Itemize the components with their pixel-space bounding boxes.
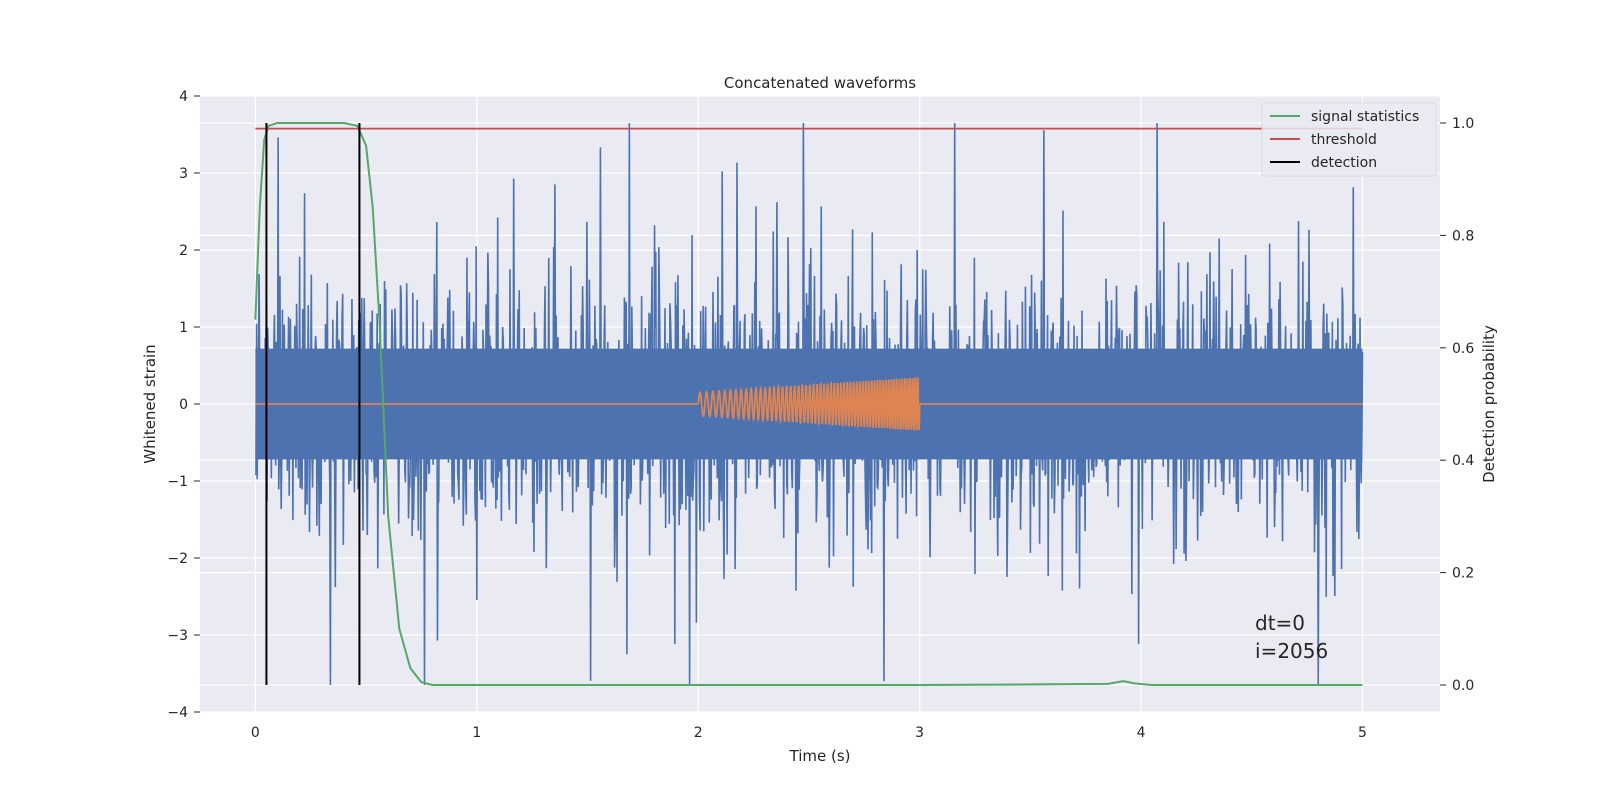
y-tick-label: 1 [179,320,188,336]
y-axis-label: Whitened strain [141,344,159,463]
y-tick-label: −2 [167,551,188,567]
statistics-series [254,121,1363,687]
signal-series [255,377,1363,431]
legend-box [1261,102,1437,177]
chart-title: Concatenated waveforms [724,74,916,92]
y-tick-label: 0 [179,397,188,413]
y2-tick-label: 0.0 [1452,678,1474,694]
x-tick-label: 1 [472,725,481,741]
y-tick-label: −1 [167,474,188,490]
y-tick-label: −3 [167,628,188,644]
y-tick-label: −4 [167,705,188,721]
y-tick-label: 3 [179,166,188,182]
y2-tick-label: 0.6 [1452,341,1474,357]
annotation-dt: dt=0 [1255,611,1305,635]
x-tick-label: 0 [251,725,260,741]
y-tick-label: 4 [179,89,188,105]
y2-axis-label: Detection probability [1480,325,1498,483]
y2-tick-label: 0.4 [1452,453,1474,469]
legend: signal statistics threshold detection [1261,102,1437,177]
y2-tick-label: 1.0 [1452,116,1474,132]
detection-series [265,122,361,686]
annotation-i: i=2056 [1255,639,1328,663]
x-tick-label: 2 [694,725,703,741]
x-tick-label: 3 [915,725,924,741]
x-tick-label: 5 [1358,725,1367,741]
x-tick-label: 4 [1137,725,1146,741]
axes: 0 1 2 3 4 5 4 3 2 1 0 −1 −2 −3 −4 1.0 0.8 0.6 0.4 0.2 0.0 [167,89,1474,741]
signal-line [255,377,1363,431]
statistics-line [254,121,1363,687]
legend-label-statistics: signal statistics [1311,109,1419,125]
legend-label-threshold: threshold [1311,132,1377,148]
y-tick-label: 2 [179,243,188,259]
y2-tick-label: 0.2 [1452,566,1474,582]
y2-tick-label: 0.8 [1452,228,1474,244]
x-axis-label: Time (s) [789,747,851,765]
legend-label-detection: detection [1311,155,1377,171]
